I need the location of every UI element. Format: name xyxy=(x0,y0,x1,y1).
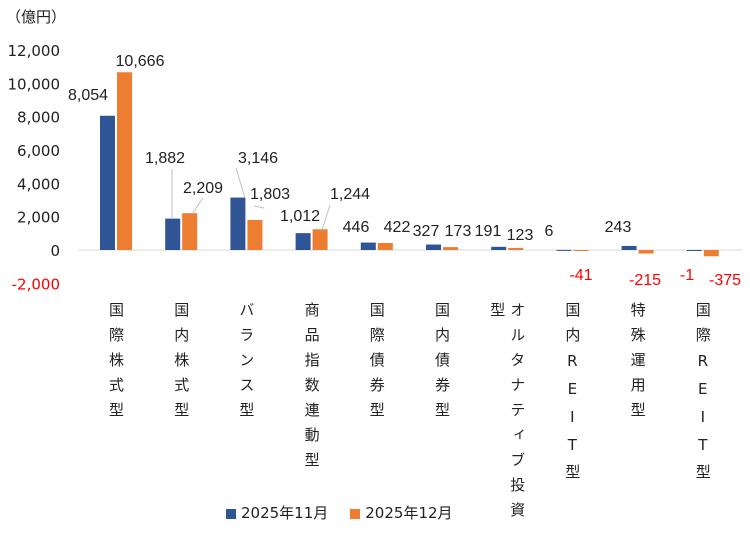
bar-dec xyxy=(182,213,198,250)
bar-nov xyxy=(230,197,246,250)
data-label: 191 xyxy=(475,223,502,240)
data-label: 123 xyxy=(507,227,534,244)
y-tick-label: 2,000 xyxy=(17,209,60,227)
legend-label: 2025年11月 xyxy=(241,504,329,522)
bar-nov xyxy=(295,233,311,250)
bar-nov xyxy=(426,244,441,250)
data-label: 3,146 xyxy=(238,150,278,167)
leader-line xyxy=(191,197,204,215)
category-label: 特殊運用型 xyxy=(628,302,647,427)
bar-dec xyxy=(573,250,589,251)
category-label: 国際債券型 xyxy=(367,302,386,427)
bar-nov xyxy=(100,115,115,251)
category-label: 国内債券型 xyxy=(433,302,451,427)
bar-nov xyxy=(165,218,181,250)
data-label: 10,666 xyxy=(116,53,165,70)
legend-item-nov: 2025年11月 xyxy=(226,502,328,523)
data-label: 6 xyxy=(545,223,554,240)
y-tick-label: 6,000 xyxy=(17,142,60,160)
y-tick-label: -2,000 xyxy=(12,275,60,293)
data-label: -375 xyxy=(709,272,741,289)
bar-nov xyxy=(621,245,637,250)
bar-dec xyxy=(703,250,719,257)
data-label: -41 xyxy=(569,267,592,284)
bar-dec xyxy=(443,247,458,250)
legend-swatch xyxy=(350,508,361,519)
leader-line xyxy=(235,167,246,199)
leader-line xyxy=(253,205,265,209)
bar-nov xyxy=(491,246,507,250)
y-tick-label: 0 xyxy=(50,242,60,260)
data-label: 1,882 xyxy=(145,150,185,167)
bar-dec xyxy=(117,72,132,250)
data-label: 2,209 xyxy=(183,180,223,197)
category-label: 国際REIT型 xyxy=(693,302,712,489)
legend-label: 2025年12月 xyxy=(365,504,453,522)
unit-label: （億円） xyxy=(6,8,67,26)
data-label: 446 xyxy=(343,219,370,236)
data-label: 327 xyxy=(413,223,440,240)
data-label: 1,012 xyxy=(280,208,320,225)
data-label: 1,244 xyxy=(330,186,370,203)
data-label: 243 xyxy=(605,219,632,236)
bar-nov xyxy=(686,250,702,251)
bar-dec xyxy=(247,219,263,250)
data-label: 173 xyxy=(445,223,472,240)
legend-item-dec: 2025年12月 xyxy=(350,502,453,523)
category-label: バランス型 xyxy=(237,302,256,427)
legend: 2025年11月 2025年12月 xyxy=(226,502,453,523)
data-label: -215 xyxy=(629,272,661,289)
leader-line xyxy=(321,204,331,231)
y-tick-label: 8,000 xyxy=(17,109,60,127)
bar-dec xyxy=(312,229,328,250)
y-tick-label: 10,000 xyxy=(8,75,61,93)
data-label: 422 xyxy=(384,219,411,236)
bar-dec xyxy=(377,242,393,250)
bar-dec xyxy=(638,250,654,254)
category-label: 商品指数連動型 xyxy=(302,302,321,477)
legend-swatch xyxy=(226,508,236,519)
bar-nov xyxy=(360,242,376,250)
data-label: 8,054 xyxy=(68,87,108,104)
category-label: 国内REIT型 xyxy=(563,302,582,489)
category-label: 国際株式型 xyxy=(107,302,125,427)
y-tick-label: 12,000 xyxy=(8,42,61,60)
y-tick-label: 4,000 xyxy=(17,175,60,193)
data-label: -1 xyxy=(680,267,694,284)
bar-nov xyxy=(556,249,572,251)
category-label: 国内株式型 xyxy=(172,302,191,427)
bar-dec xyxy=(508,247,524,250)
category-label: オルタナティブ投資型 xyxy=(488,302,527,527)
data-label: 1,803 xyxy=(250,186,290,203)
